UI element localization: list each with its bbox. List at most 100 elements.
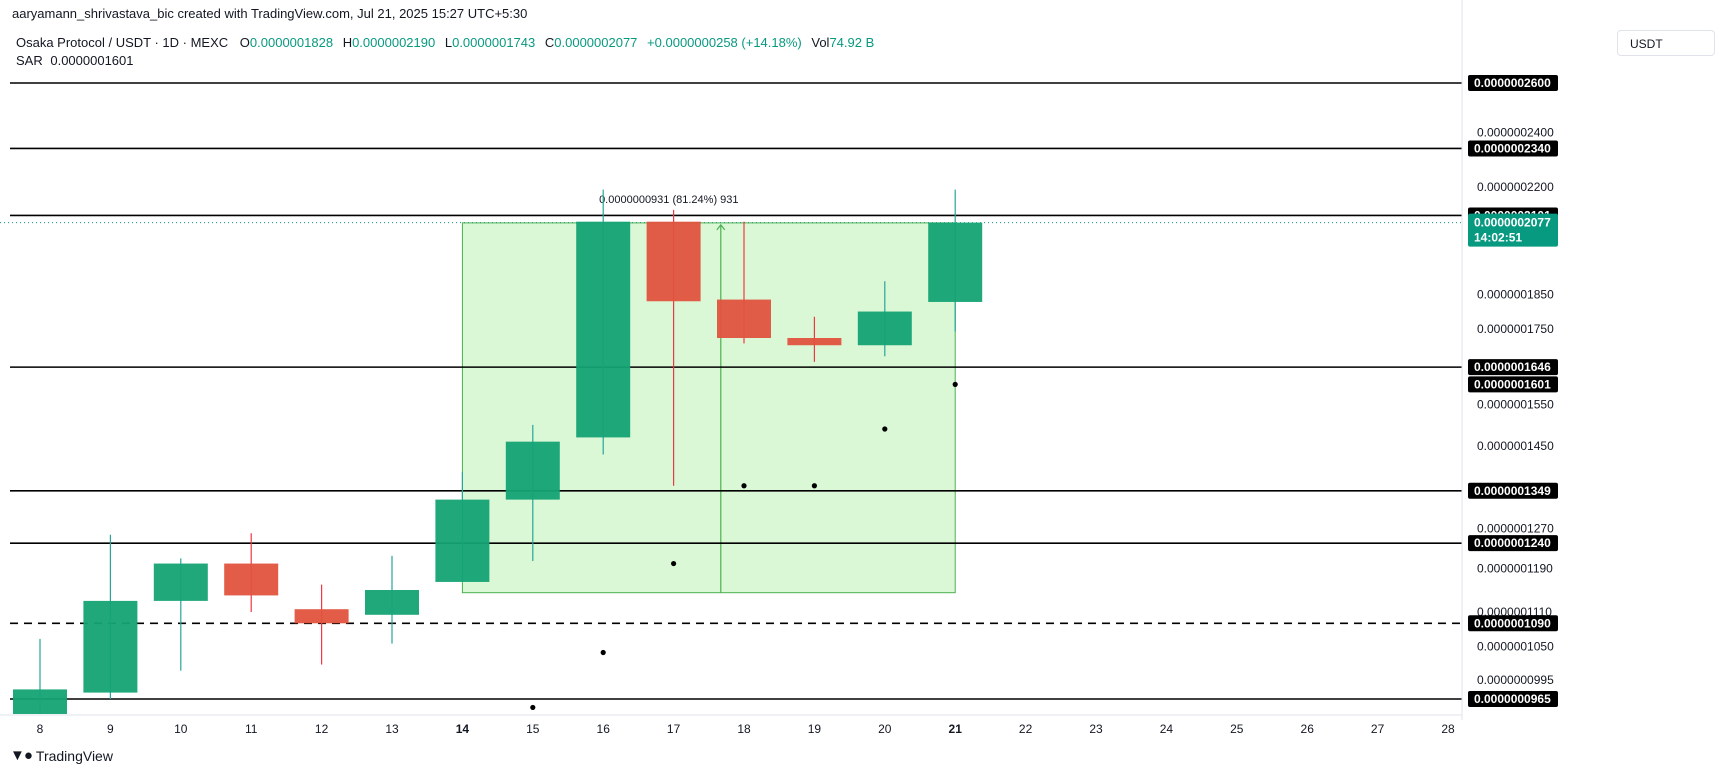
tradingview-brand: TradingView	[35, 747, 113, 764]
measure-zone	[461, 222, 956, 594]
sar-value: 0.0000001601	[50, 53, 134, 68]
open-label: O	[239, 35, 250, 50]
measure-label: 0.0000000931 (81.24%) 931	[599, 194, 738, 206]
hline-label: 0.0000001240	[1474, 536, 1551, 550]
sar-axis-label-bg	[1468, 376, 1558, 393]
time-tick-label: 10	[174, 722, 188, 736]
time-tick-label: 21	[949, 722, 963, 736]
high-label: H	[342, 35, 353, 50]
time-tick-label: 8	[37, 722, 44, 736]
volume-value: 74.92 B	[829, 35, 875, 50]
hline-label-bg	[1468, 482, 1558, 499]
measure-zone-layer: 0.0000000931 (81.24%) 931	[461, 194, 956, 594]
tradingview-logo-icon: ▼●	[10, 747, 33, 764]
hline-label-bg	[1468, 691, 1558, 707]
high-value: 0.0000002190	[352, 35, 436, 50]
price-tick-label: 0.0000001190	[1477, 562, 1553, 576]
time-tick-label: 11	[245, 722, 258, 736]
time-tick-label: 9	[107, 722, 114, 736]
horizontal-lines-layer	[0, 82, 1462, 700]
chart-attribution: aaryamann_shrivastava_bic created with T…	[12, 6, 528, 21]
sar-dot	[671, 560, 677, 567]
candle-body	[13, 689, 67, 714]
candles-layer	[13, 189, 983, 714]
change-value: +0.0000000258 (+14.18%)	[647, 35, 802, 50]
candle-body	[787, 337, 842, 346]
price-tick-label: 0.0000002400	[1477, 126, 1554, 140]
time-tick-label: 27	[1371, 722, 1385, 736]
sar-dot	[530, 704, 536, 711]
hline-label-bg	[1468, 75, 1558, 91]
hline-label: 0.0000001090	[1474, 616, 1551, 630]
hline-label-bg	[1468, 615, 1558, 632]
candle-body	[435, 499, 490, 582]
time-tick-label: 24	[1160, 722, 1174, 736]
sar-layer	[530, 381, 958, 711]
candle-body	[646, 221, 701, 302]
sar-label: SAR	[16, 53, 43, 68]
time-tick-label: 16	[597, 722, 611, 736]
open-value: 0.0000001828	[249, 35, 334, 50]
candle-body	[928, 222, 983, 302]
candle-body	[857, 311, 912, 346]
candle-body	[294, 609, 349, 624]
time-tick-label: 19	[808, 722, 822, 736]
sar-axis-label: 0.0000001601	[1474, 377, 1551, 391]
sar-legend: SAR 0.0000001601	[16, 53, 134, 68]
sar-dot	[600, 649, 606, 656]
candle-body	[153, 563, 208, 601]
candle-body	[224, 563, 279, 596]
hline-label-bg	[1468, 359, 1558, 376]
sar-dot	[952, 381, 958, 387]
price-tick-label: 0.0000001450	[1477, 439, 1554, 453]
close-value: 0.0000002077	[554, 35, 638, 50]
candle-body	[365, 589, 419, 615]
hline-label: 0.0000002600	[1474, 76, 1551, 90]
time-tick-label: 17	[667, 722, 681, 736]
time-tick-label: 14	[456, 722, 470, 736]
symbol-name: Osaka Protocol / USDT · 1D · MEXC	[16, 35, 229, 50]
price-tick-label: 0.0000001270	[1477, 521, 1554, 535]
time-tick-label: 23	[1089, 722, 1103, 736]
hline-label: 0.0000000965	[1474, 692, 1551, 706]
candle-body	[505, 441, 560, 500]
time-axis[interactable]: 8 9 10 11 12 13 14 15 16 17 18 19 20 21 22 23 24 25 26 27 28	[0, 714, 1462, 736]
current-price-label: 0.0000002077	[1474, 216, 1551, 230]
tradingview-logo[interactable]: ▼● TradingView	[10, 747, 113, 764]
time-tick-label: 28	[1441, 722, 1455, 736]
symbol-legend: Osaka Protocol / USDT · 1D · MEXC O0.000…	[16, 35, 880, 50]
hline-label: 0.0000001646	[1474, 360, 1551, 374]
candle-body	[717, 299, 771, 338]
time-tick-label: 20	[878, 722, 892, 736]
time-tick-label: 12	[315, 722, 329, 736]
close-label: C	[544, 35, 555, 50]
time-tick-label: 18	[737, 722, 751, 736]
current-price-label-bg	[1468, 213, 1558, 247]
price-tick-label: 0.0000001050	[1477, 640, 1554, 654]
candle-body	[83, 600, 138, 693]
hline-label-bg	[1468, 140, 1558, 157]
currency-button[interactable]: USDT	[1617, 30, 1715, 56]
hline-label: 0.0000001349	[1474, 484, 1551, 498]
countdown-label: 14:02:51	[1474, 231, 1522, 245]
hline-label-bg	[1468, 535, 1558, 552]
measure-arrow-head	[716, 223, 726, 231]
time-tick-label: 25	[1230, 722, 1244, 736]
volume-label: Vol	[811, 35, 830, 50]
price-tick-label: 0.0000001550	[1477, 397, 1554, 411]
price-tick-label: 0.0000001850	[1477, 288, 1554, 302]
price-tick-label: 0.0000000995	[1477, 673, 1554, 687]
price-axis[interactable]: 0.0000002400 0.0000002200 0.0000001850 0.00…	[1461, 0, 1558, 720]
hline-label: 0.0000002340	[1474, 141, 1551, 155]
time-tick-label: 26	[1301, 722, 1315, 736]
low-label: L	[444, 35, 453, 50]
time-tick-label: 13	[385, 722, 399, 736]
time-tick-label: 22	[1019, 722, 1033, 736]
sar-dot	[811, 483, 818, 489]
low-value: 0.0000001743	[452, 35, 536, 50]
price-tick-label: 0.0000001750	[1477, 322, 1554, 336]
sar-dot	[741, 483, 747, 489]
candle-body	[576, 221, 631, 438]
time-tick-label: 15	[526, 722, 540, 736]
